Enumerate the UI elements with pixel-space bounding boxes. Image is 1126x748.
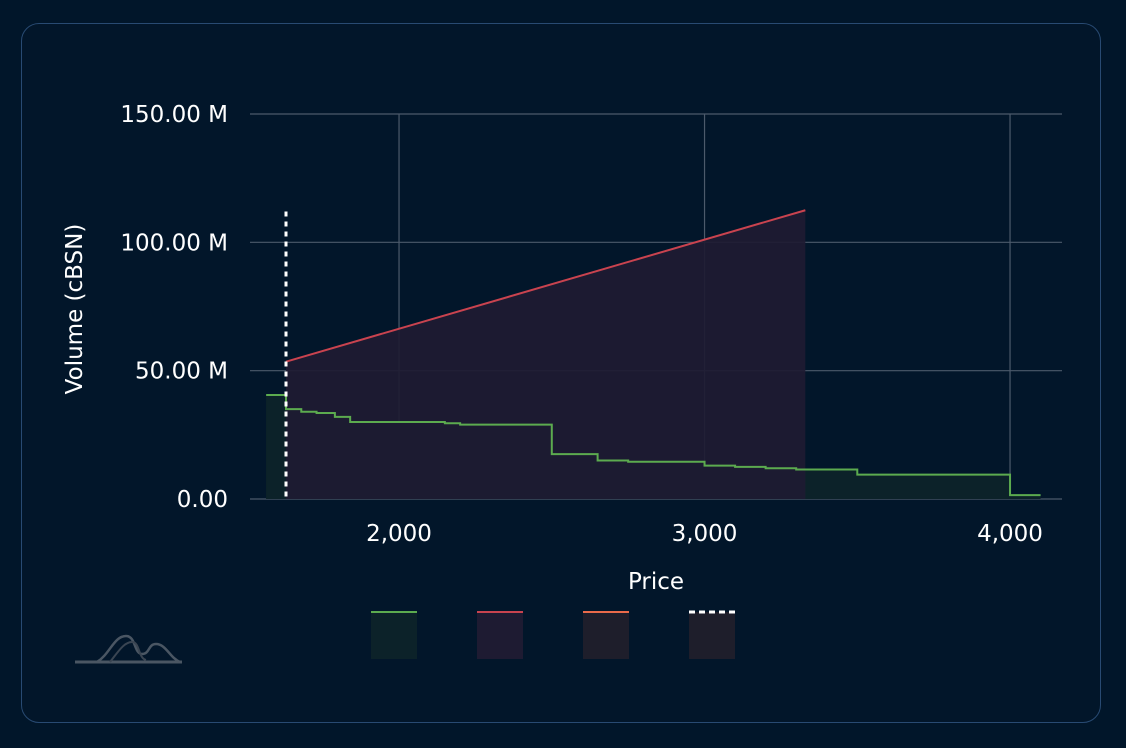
- y-tick-label: 50.00 M: [135, 359, 228, 385]
- legend-swatch: [371, 612, 417, 659]
- x-tick-label: 2,000: [366, 521, 432, 547]
- chart-card: 0.00 50.00 M 100.00 M 150.00 M 2,000 3,000 4,…: [21, 23, 1101, 723]
- series-line-0: [266, 394, 1041, 497]
- y-tick-label: 150.00 M: [120, 102, 228, 128]
- x-tick-label: 4,000: [977, 521, 1043, 547]
- x-axis-ticks: 2,000 3,000 4,000: [366, 521, 1043, 547]
- bid-block: [266, 395, 286, 499]
- depth-chart: 0.00 50.00 M 100.00 M 150.00 M 2,000 3,000 4,…: [62, 102, 1062, 664]
- legend-item-2[interactable]: [583, 611, 629, 659]
- series-lines: [266, 209, 1041, 497]
- legend-swatch: [477, 612, 523, 659]
- x-axis-title: Price: [628, 569, 684, 595]
- legend-swatch: [583, 612, 629, 659]
- y-tick-label: 100.00 M: [120, 230, 228, 256]
- legend-swatch: [689, 612, 735, 659]
- legend-item-3[interactable]: [689, 610, 735, 659]
- x-tick-label: 3,000: [672, 521, 738, 547]
- y-tick-label: 0.00: [177, 487, 228, 513]
- legend-item-0[interactable]: [371, 611, 417, 659]
- y-axis-title: Volume (cBSN): [62, 224, 88, 395]
- series-area-1: [286, 210, 806, 499]
- y-axis-ticks: 0.00 50.00 M 100.00 M 150.00 M: [120, 102, 228, 513]
- legend[interactable]: [371, 610, 735, 659]
- legend-item-1[interactable]: [477, 611, 523, 659]
- mountain-logo-icon: [75, 634, 182, 664]
- area-fills: [266, 210, 1041, 499]
- series-line-1: [285, 209, 806, 363]
